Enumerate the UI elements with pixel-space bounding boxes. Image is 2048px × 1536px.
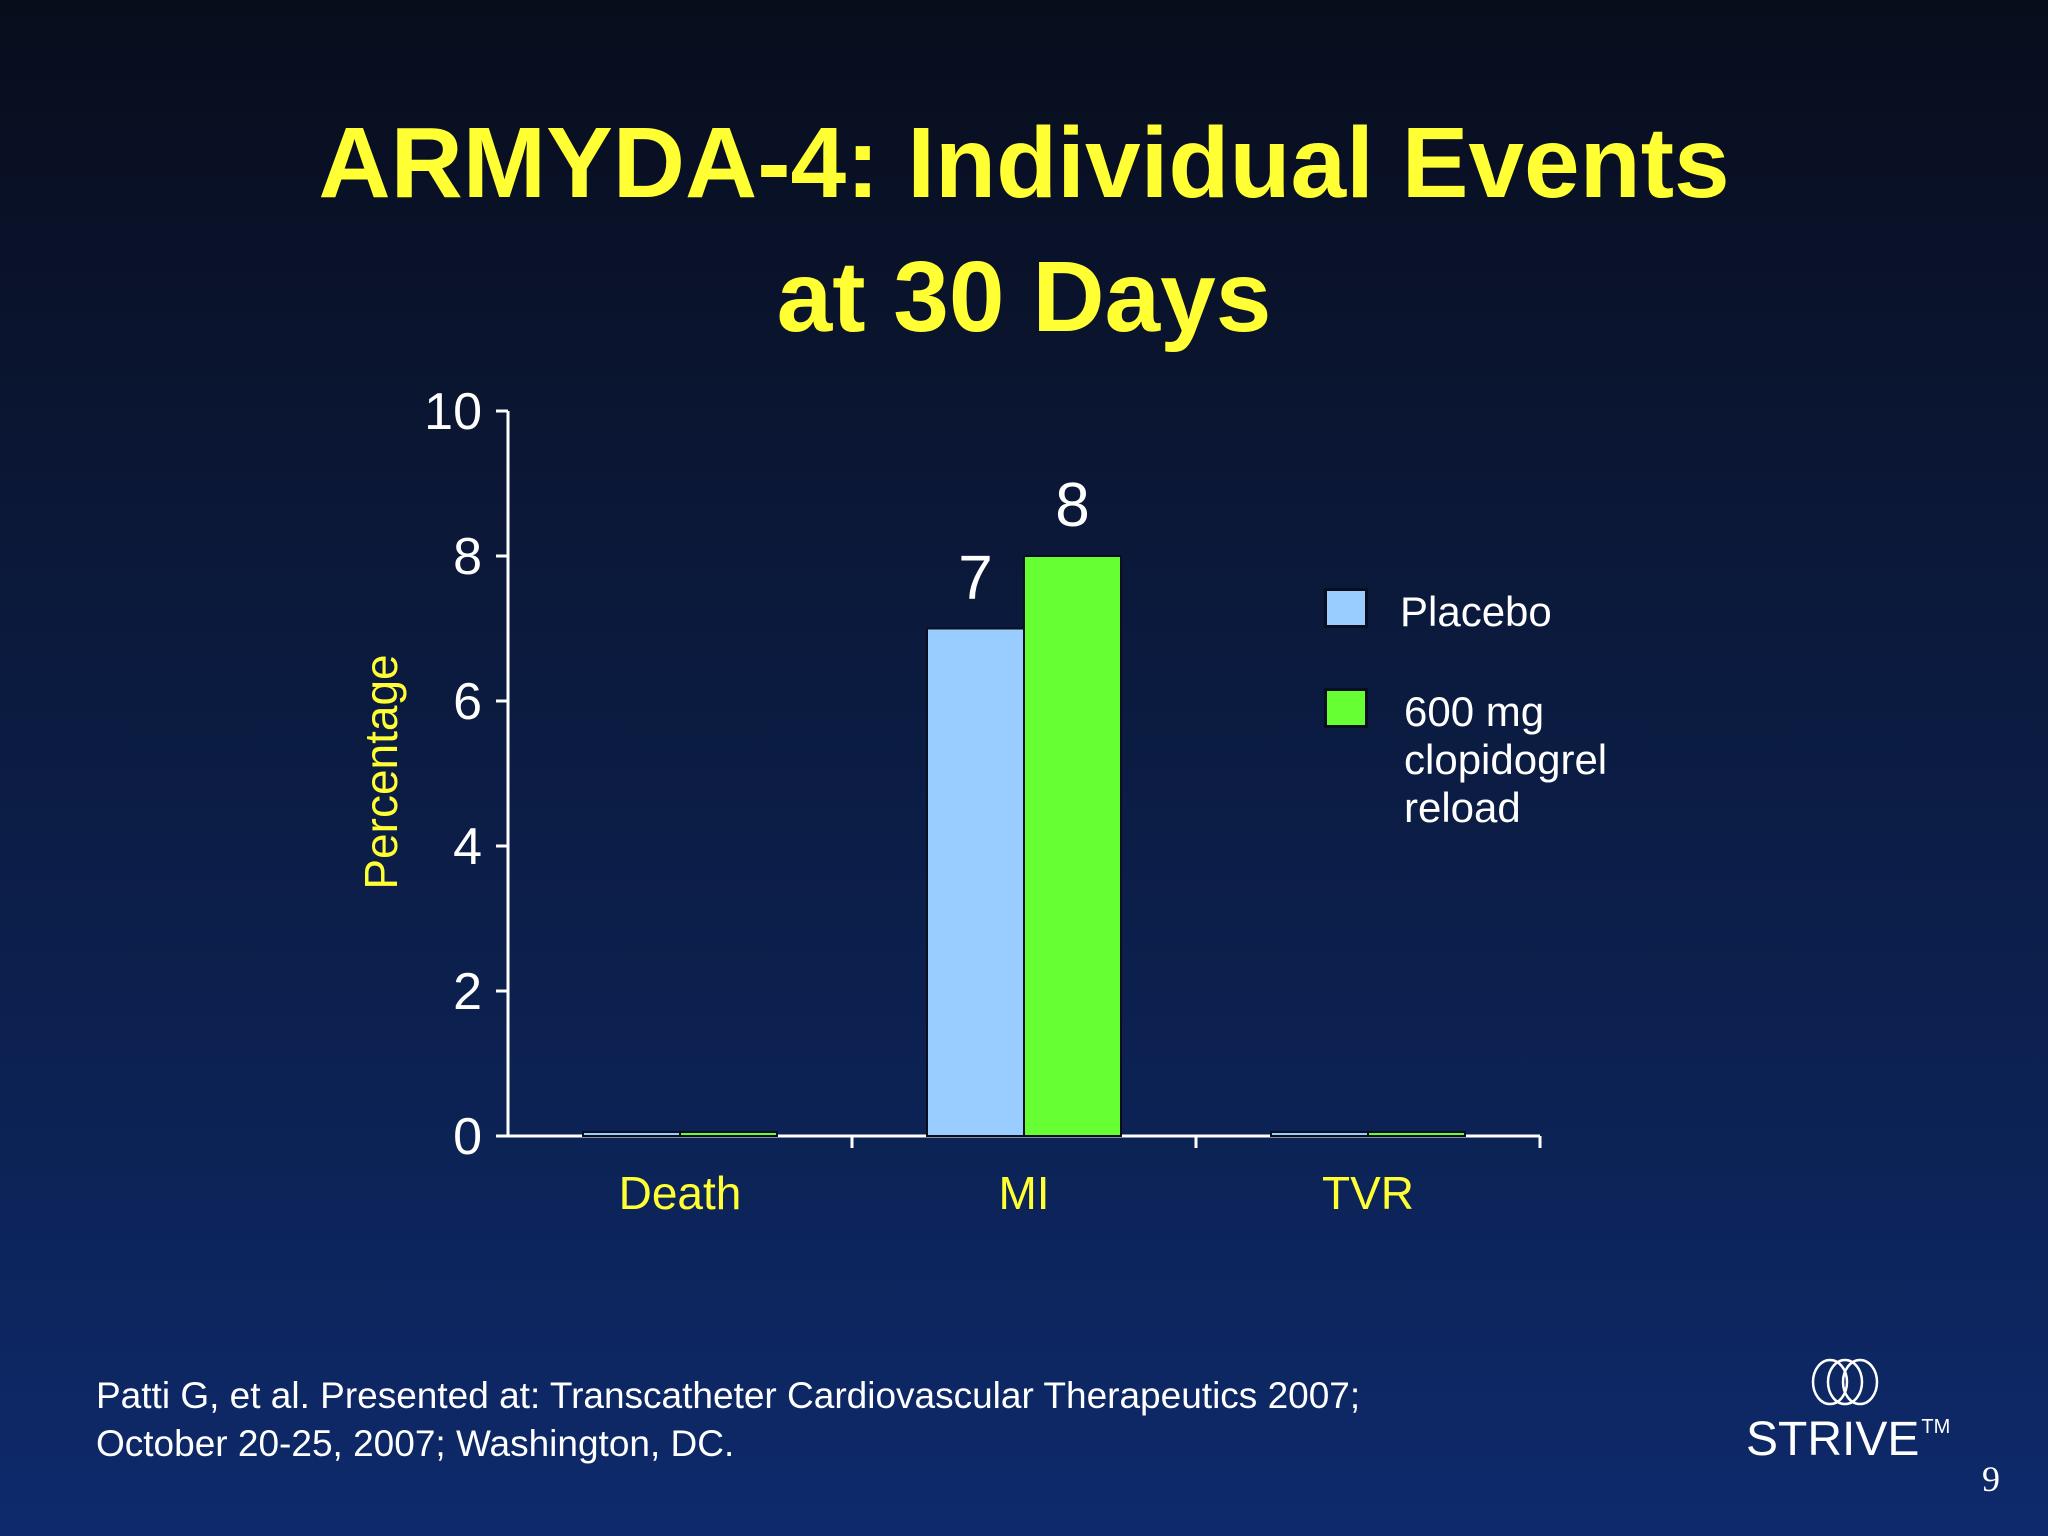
legend-label-placebo: Placebo bbox=[1400, 588, 1552, 635]
legend-swatch-clopidogrel bbox=[1324, 688, 1368, 728]
logo-trademark: TM bbox=[1921, 1416, 1951, 1438]
y-tick-label: 0 bbox=[453, 1108, 482, 1166]
strive-logo: STRIVE TM bbox=[1740, 1352, 1980, 1472]
y-axis-title: Percentage bbox=[355, 654, 407, 889]
logo-text: STRIVE bbox=[1746, 1413, 1920, 1466]
x-category-label: MI bbox=[998, 1167, 1049, 1219]
x-category-label: Death bbox=[619, 1167, 742, 1219]
citation-line-1: Patti G, et al. Presented at: Transcathe… bbox=[96, 1375, 1361, 1416]
bar bbox=[1270, 1131, 1369, 1137]
slide-title-line-2: at 30 Days bbox=[776, 241, 1272, 353]
bar bbox=[679, 1131, 778, 1137]
y-tick-label: 4 bbox=[453, 818, 482, 876]
slide-title-line-1: ARMYDA-4: Individual Events bbox=[318, 107, 1730, 219]
citation: Patti G, et al. Presented at: Transcathe… bbox=[96, 1372, 1556, 1468]
x-category-label: TVR bbox=[1322, 1167, 1414, 1219]
bar bbox=[926, 627, 1025, 1137]
citation-line-2: October 20-25, 2007; Washington, DC. bbox=[96, 1423, 735, 1464]
bar bbox=[1367, 1131, 1466, 1137]
y-tick-label: 10 bbox=[424, 383, 482, 441]
chart-bars bbox=[582, 555, 1466, 1137]
legend-item-clopidogrel: 600 mg clopidogrel reload bbox=[1324, 688, 1607, 832]
bar bbox=[1023, 555, 1122, 1137]
slide-title: ARMYDA-4: Individual Events at 30 Days bbox=[0, 96, 2048, 364]
y-tick-label: 2 bbox=[453, 963, 482, 1021]
bar bbox=[582, 1131, 681, 1137]
legend-swatch-placebo bbox=[1324, 588, 1368, 628]
rings-icon bbox=[1811, 1358, 1879, 1406]
bar-data-label: 7 bbox=[958, 544, 992, 613]
page-number: 9 bbox=[1982, 1459, 2000, 1499]
y-tick-label: 6 bbox=[453, 673, 482, 731]
y-tick-label: 8 bbox=[453, 528, 482, 586]
legend-label-clopidogrel: 600 mg clopidogrel reload bbox=[1404, 688, 1608, 831]
logo-wordmark: STRIVE TM bbox=[1746, 1412, 1950, 1467]
bar-data-label: 8 bbox=[1055, 471, 1089, 540]
legend-item-placebo: Placebo bbox=[1324, 588, 1552, 636]
